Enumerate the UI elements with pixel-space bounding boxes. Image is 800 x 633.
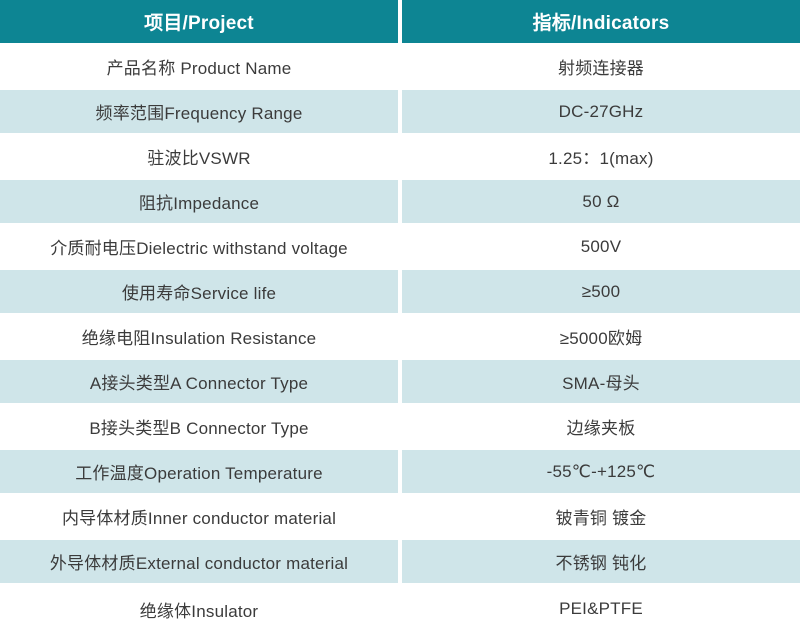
indicator-cell: 1.25：1(max) <box>402 135 800 178</box>
project-cell: 介质耐电压Dielectric withstand voltage <box>0 225 398 268</box>
table-row: B接头类型B Connector Type 边缘夹板 <box>0 405 800 448</box>
table-row: 外导体材质External conductor material 不锈钢 钝化 <box>0 540 800 583</box>
table-row: 产品名称 Product Name 射频连接器 <box>0 45 800 88</box>
project-cell: 产品名称 Product Name <box>0 45 398 88</box>
indicator-cell: 射频连接器 <box>402 45 800 88</box>
indicator-cell: 铍青铜 镀金 <box>402 495 800 538</box>
indicator-cell: 边缘夹板 <box>402 405 800 448</box>
indicator-cell: 500V <box>402 225 800 268</box>
table-row: 工作温度Operation Temperature -55℃-+125℃ <box>0 450 800 493</box>
indicator-cell: PEI&PTFE <box>402 585 800 633</box>
project-cell: 绝缘体Insulator <box>0 585 398 633</box>
project-cell: 频率范围Frequency Range <box>0 90 398 133</box>
table-header-row: 项目/Project 指标/Indicators <box>0 0 800 43</box>
table-row: 绝缘电阻Insulation Resistance ≥5000欧姆 <box>0 315 800 358</box>
indicator-cell: ≥5000欧姆 <box>402 315 800 358</box>
project-cell: A接头类型A Connector Type <box>0 360 398 403</box>
table-row: 阻抗Impedance 50 Ω <box>0 180 800 223</box>
table-row: A接头类型A Connector Type SMA-母头 <box>0 360 800 403</box>
table-row: 驻波比VSWR 1.25：1(max) <box>0 135 800 178</box>
project-cell: 驻波比VSWR <box>0 135 398 178</box>
header-cell-project: 项目/Project <box>0 0 398 43</box>
project-cell: 使用寿命Service life <box>0 270 398 313</box>
indicator-cell: SMA-母头 <box>402 360 800 403</box>
table-row: 绝缘体Insulator PEI&PTFE <box>0 585 800 633</box>
table-row: 介质耐电压Dielectric withstand voltage 500V <box>0 225 800 268</box>
project-cell: 工作温度Operation Temperature <box>0 450 398 493</box>
table-row: 使用寿命Service life ≥500 <box>0 270 800 313</box>
indicator-cell: 不锈钢 钝化 <box>402 540 800 583</box>
indicator-cell: ≥500 <box>402 270 800 313</box>
project-cell: 阻抗Impedance <box>0 180 398 223</box>
indicator-cell: DC-27GHz <box>402 90 800 133</box>
project-cell: 内导体材质Inner conductor material <box>0 495 398 538</box>
header-cell-indicator: 指标/Indicators <box>402 0 800 43</box>
indicator-cell: -55℃-+125℃ <box>402 450 800 493</box>
indicator-cell: 50 Ω <box>402 180 800 223</box>
project-cell: 外导体材质External conductor material <box>0 540 398 583</box>
project-cell: B接头类型B Connector Type <box>0 405 398 448</box>
table-row: 内导体材质Inner conductor material 铍青铜 镀金 <box>0 495 800 538</box>
table-row: 频率范围Frequency Range DC-27GHz <box>0 90 800 133</box>
project-cell: 绝缘电阻Insulation Resistance <box>0 315 398 358</box>
